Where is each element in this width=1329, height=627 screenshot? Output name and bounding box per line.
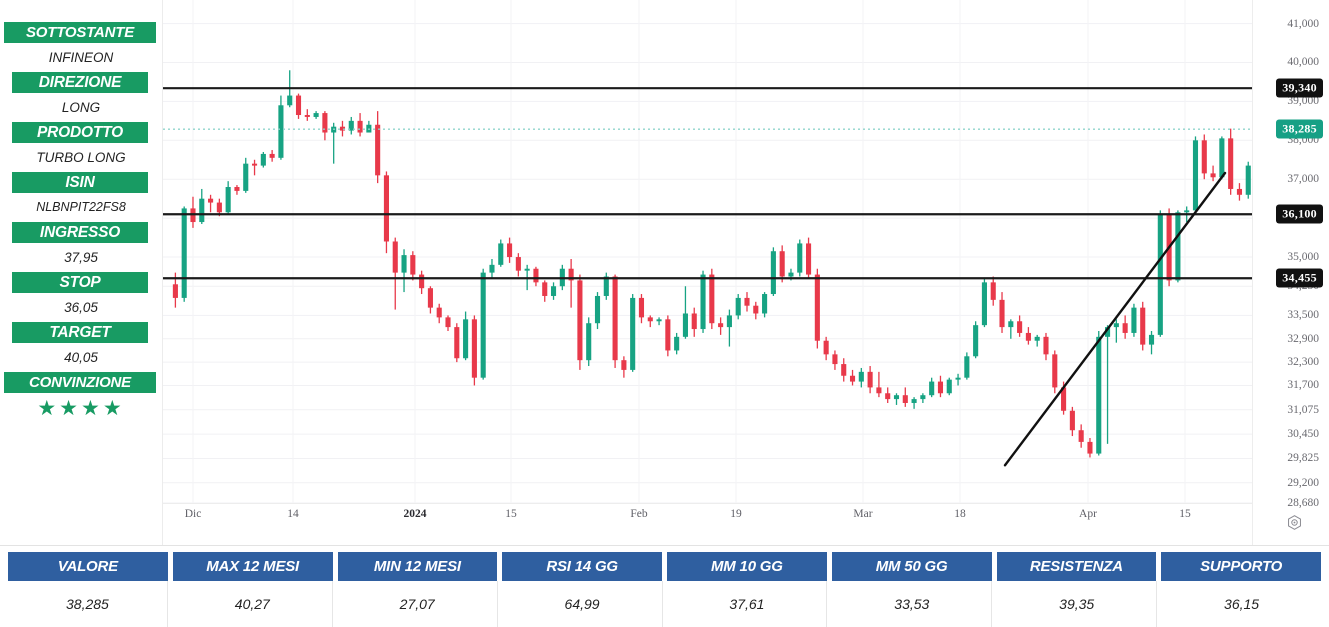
y-axis-tick: 32,900 <box>1287 332 1319 345</box>
x-axis-tick: 18 <box>954 508 966 520</box>
y-axis-tick: 28,680 <box>1287 497 1319 509</box>
sidebar-value-direzione: LONG <box>61 100 101 115</box>
sidebar-value-ingresso: 37,95 <box>64 250 98 265</box>
table-value-cell: 38,285 <box>8 581 168 627</box>
y-axis-tick: 33,500 <box>1287 309 1319 322</box>
table-value-row: 38,285 40,27 27,07 64,99 37,61 33,53 39,35 36,1… <box>0 581 1329 627</box>
sidebar-label-direzione: DIREZIONE <box>12 72 148 93</box>
table-header-cell: RESISTENZA <box>996 552 1157 581</box>
chart-x-axis: Dic 14 2024 15 Feb 19 Mar 18 Apr 15 <box>163 503 1253 525</box>
sidebar-label-ingresso: INGRESSO <box>12 222 148 243</box>
sidebar-value-target: 40,05 <box>64 350 98 365</box>
y-axis-tick: 32,300 <box>1287 356 1319 369</box>
price-level-badge[interactable]: 34,455 <box>1276 268 1323 288</box>
x-axis-tick: 15 <box>1179 508 1191 520</box>
trade-info-sidebar: SOTTOSTANTE INFINEON DIREZIONE LONG PRODOTTO… <box>0 0 162 545</box>
table-value-cell: 36,15 <box>1224 596 1260 612</box>
sidebar-value-prodotto: TURBO LONG <box>36 150 126 165</box>
x-axis-tick: 2024 <box>403 508 427 520</box>
sidebar-value-isin: NLBNPIT22FS8 <box>36 200 126 214</box>
table-value-cell: 27,07 <box>338 581 498 627</box>
sidebar-label-convinzione: CONVINZIONE <box>4 372 156 393</box>
table-header-cell: MM 10 GG <box>667 552 827 581</box>
table-value-cell: 64,99 <box>503 581 663 627</box>
crosshair-icon[interactable] <box>1286 514 1303 531</box>
candlestick-plot[interactable] <box>163 0 1253 503</box>
table-header-cell: SUPPORTO <box>1161 552 1321 581</box>
sidebar-label-sottostante: SOTTOSTANTE <box>4 22 156 43</box>
y-axis-tick: 41,000 <box>1287 17 1319 30</box>
sidebar-label-target: TARGET <box>12 322 148 343</box>
y-axis-tick: 31,075 <box>1287 403 1319 416</box>
sidebar-label-prodotto: PRODOTTO <box>12 122 148 143</box>
table-header-cell: MIN 12 MESI <box>337 552 498 581</box>
sidebar-value-stop: 36,05 <box>64 300 98 315</box>
price-level-badge[interactable]: 38,285 <box>1276 119 1323 139</box>
x-axis-tick: 14 <box>287 508 299 520</box>
price-chart[interactable]: Dic 14 2024 15 Feb 19 Mar 18 Apr 15 41,000 40,000 3… <box>162 0 1329 545</box>
y-axis-tick: 40,000 <box>1287 56 1319 69</box>
table-header-cell: MAX 12 MESI <box>172 552 333 581</box>
x-axis-tick: Feb <box>630 508 648 520</box>
indicators-table: VALORE MAX 12 MESI MIN 12 MESI RSI 14 GG MM … <box>0 545 1329 627</box>
x-axis-tick: 19 <box>730 508 742 520</box>
table-header-cell: MM 50 GG <box>831 552 992 581</box>
y-axis-tick: 29,825 <box>1287 452 1319 465</box>
x-axis-tick: Mar <box>853 508 873 520</box>
sidebar-label-isin: ISIN <box>12 172 148 193</box>
conviction-stars: ★★★★ <box>37 397 125 420</box>
chart-y-axis: 41,00040,00039,00038,00037,00036,00035,0… <box>1252 0 1329 545</box>
table-header-row: VALORE MAX 12 MESI MIN 12 MESI RSI 14 GG MM … <box>0 546 1329 581</box>
table-value-cell: 37,61 <box>668 581 828 627</box>
x-axis-tick: 15 <box>505 508 517 520</box>
y-axis-tick: 37,000 <box>1287 173 1319 186</box>
sidebar-label-stop: STOP <box>12 272 148 293</box>
y-axis-tick: 29,200 <box>1287 476 1319 489</box>
table-value-cell: 33,53 <box>832 581 993 627</box>
x-axis-tick: Apr <box>1079 508 1097 520</box>
y-axis-tick: 35,000 <box>1287 251 1319 264</box>
table-value-cell: 40,27 <box>173 581 333 627</box>
price-level-badge[interactable]: 36,100 <box>1276 204 1323 224</box>
table-header-cell: VALORE <box>8 552 168 581</box>
x-axis-tick: Dic <box>184 508 202 520</box>
y-axis-tick: 39,000 <box>1287 95 1319 108</box>
y-axis-tick: 31,700 <box>1287 379 1319 392</box>
price-level-badge[interactable]: 39,340 <box>1276 78 1323 98</box>
sidebar-value-sottostante: INFINEON <box>48 50 114 65</box>
y-axis-tick: 30,450 <box>1287 428 1319 441</box>
table-value-cell: 39,35 <box>997 581 1158 627</box>
table-header-cell: RSI 14 GG <box>502 552 662 581</box>
